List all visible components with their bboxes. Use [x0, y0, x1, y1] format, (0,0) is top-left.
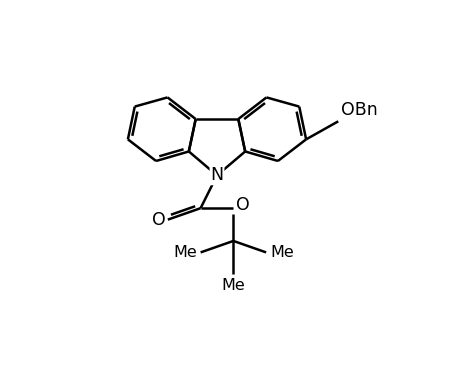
Text: Me: Me	[173, 245, 197, 260]
Text: O: O	[236, 196, 250, 214]
Text: N: N	[211, 166, 224, 184]
Text: Me: Me	[270, 245, 294, 260]
Text: Me: Me	[221, 278, 245, 293]
Text: OBn: OBn	[341, 101, 378, 119]
Text: O: O	[152, 211, 166, 229]
